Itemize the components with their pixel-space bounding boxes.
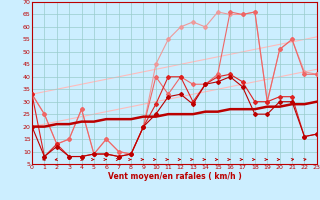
X-axis label: Vent moyen/en rafales ( km/h ): Vent moyen/en rafales ( km/h ) (108, 172, 241, 181)
